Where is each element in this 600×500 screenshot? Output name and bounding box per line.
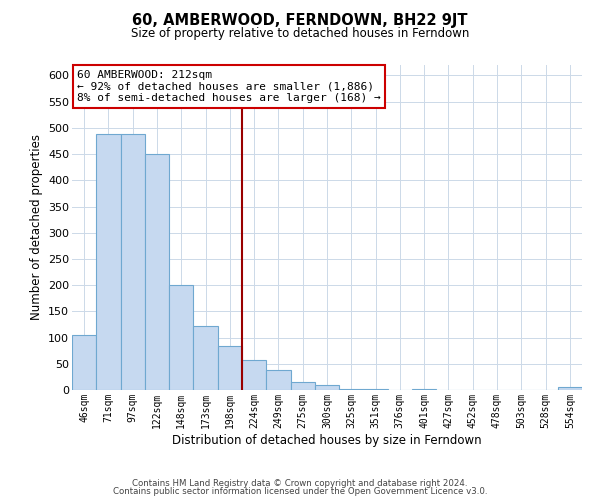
Text: 60 AMBERWOOD: 212sqm
← 92% of detached houses are smaller (1,886)
8% of semi-det: 60 AMBERWOOD: 212sqm ← 92% of detached h…	[77, 70, 381, 103]
Y-axis label: Number of detached properties: Number of detached properties	[29, 134, 43, 320]
Text: Contains public sector information licensed under the Open Government Licence v3: Contains public sector information licen…	[113, 487, 487, 496]
Bar	[96, 134, 121, 390]
Bar	[290, 382, 315, 390]
Bar	[315, 386, 339, 390]
Bar	[218, 346, 242, 390]
Bar	[72, 335, 96, 390]
Bar	[242, 360, 266, 390]
Bar	[169, 285, 193, 390]
Text: Contains HM Land Registry data © Crown copyright and database right 2024.: Contains HM Land Registry data © Crown c…	[132, 478, 468, 488]
Bar	[558, 388, 582, 390]
Bar	[266, 370, 290, 390]
Text: 60, AMBERWOOD, FERNDOWN, BH22 9JT: 60, AMBERWOOD, FERNDOWN, BH22 9JT	[132, 12, 468, 28]
X-axis label: Distribution of detached houses by size in Ferndown: Distribution of detached houses by size …	[172, 434, 482, 446]
Bar	[145, 154, 169, 390]
Text: Size of property relative to detached houses in Ferndown: Size of property relative to detached ho…	[131, 28, 469, 40]
Bar	[121, 134, 145, 390]
Bar	[193, 326, 218, 390]
